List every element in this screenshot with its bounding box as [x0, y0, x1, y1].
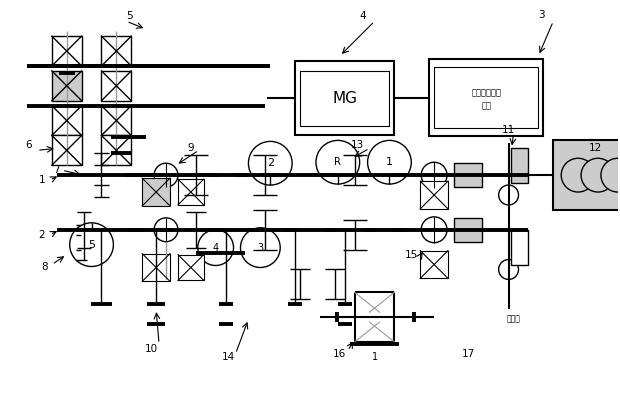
Text: 11: 11: [502, 125, 515, 136]
Circle shape: [601, 158, 620, 192]
Circle shape: [69, 223, 113, 266]
Bar: [52, 106, 82, 136]
Text: 10: 10: [144, 344, 157, 354]
Bar: [454, 163, 482, 187]
Circle shape: [241, 228, 280, 268]
Text: 1: 1: [386, 157, 393, 167]
Bar: [420, 181, 448, 209]
Bar: [511, 230, 528, 264]
Text: 2: 2: [38, 230, 45, 240]
Bar: [454, 218, 482, 242]
Bar: [52, 136, 82, 165]
Text: 12: 12: [588, 143, 601, 153]
Text: 离合器: 离合器: [507, 315, 520, 323]
Text: 7: 7: [53, 165, 60, 175]
Circle shape: [561, 158, 595, 192]
Bar: [300, 71, 389, 125]
Text: 15: 15: [405, 250, 418, 260]
Text: MG: MG: [332, 91, 357, 106]
Bar: [142, 253, 170, 281]
Circle shape: [154, 163, 178, 187]
Circle shape: [198, 230, 234, 266]
Text: 3: 3: [257, 242, 264, 253]
Circle shape: [316, 140, 360, 184]
Text: 5: 5: [126, 11, 133, 21]
Text: 4: 4: [360, 11, 366, 21]
Text: R: R: [334, 157, 341, 167]
Text: 1: 1: [38, 175, 45, 185]
Circle shape: [421, 162, 447, 188]
Text: 6: 6: [25, 140, 32, 151]
Text: 2: 2: [267, 158, 274, 168]
Circle shape: [498, 185, 518, 205]
Text: 电机控制器和: 电机控制器和: [471, 88, 501, 97]
Bar: [434, 67, 538, 129]
Bar: [102, 36, 131, 66]
Text: 17: 17: [463, 349, 476, 359]
Text: 4: 4: [213, 242, 219, 253]
Text: 3: 3: [538, 10, 544, 20]
Bar: [142, 178, 170, 206]
Circle shape: [498, 259, 518, 279]
Text: 8: 8: [42, 263, 48, 272]
Circle shape: [421, 217, 447, 242]
Circle shape: [249, 141, 292, 185]
Bar: [102, 106, 131, 136]
Circle shape: [581, 158, 615, 192]
Bar: [102, 136, 131, 165]
Text: 16: 16: [333, 349, 347, 359]
Bar: [178, 179, 204, 205]
Text: 13: 13: [351, 140, 365, 151]
Text: 1: 1: [371, 352, 378, 362]
Circle shape: [154, 218, 178, 242]
Bar: [52, 71, 82, 101]
Bar: [52, 36, 82, 66]
Bar: [102, 71, 131, 101]
Bar: [511, 148, 528, 183]
Text: 电池: 电池: [481, 101, 491, 110]
Bar: [178, 255, 204, 280]
Text: 5: 5: [88, 240, 95, 250]
Text: 9: 9: [187, 143, 194, 153]
Circle shape: [368, 140, 411, 184]
Bar: [553, 140, 620, 210]
Text: 14: 14: [222, 352, 235, 362]
Bar: [420, 251, 448, 278]
Bar: [429, 59, 543, 136]
Bar: [295, 61, 394, 136]
